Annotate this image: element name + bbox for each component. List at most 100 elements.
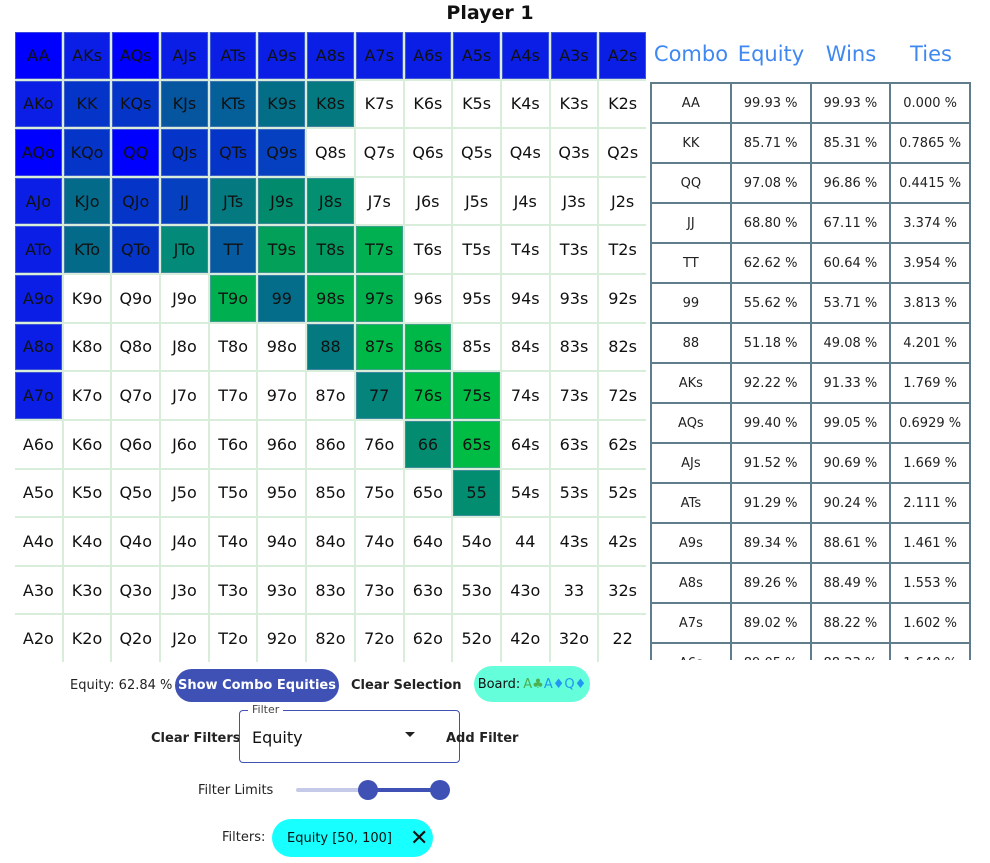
hand-cell-T2s[interactable]: T2s: [599, 226, 646, 274]
hand-cell-97s[interactable]: 97s: [355, 275, 403, 322]
hand-cell-63s[interactable]: 63s: [550, 420, 598, 468]
hand-cell-53o[interactable]: 53o: [453, 566, 500, 614]
hand-cell-33[interactable]: 33: [550, 566, 598, 614]
hand-cell-96o[interactable]: 96o: [258, 420, 306, 468]
hand-cell-J9o[interactable]: J9o: [161, 275, 208, 322]
hand-cell-64o[interactable]: 64o: [404, 518, 452, 565]
hand-cell-K7s[interactable]: K7s: [355, 80, 403, 128]
hand-cell-Q4o[interactable]: Q4o: [112, 518, 160, 565]
hand-cell-AJs[interactable]: AJs: [161, 32, 208, 79]
hand-cell-A2s[interactable]: A2s: [599, 32, 646, 79]
hand-cell-A2o[interactable]: A2o: [15, 615, 62, 662]
hand-cell-63o[interactable]: 63o: [404, 566, 452, 614]
hand-cell-T8o[interactable]: T8o: [209, 323, 257, 371]
hand-cell-AQs[interactable]: AQs: [112, 32, 160, 79]
hand-cell-74s[interactable]: 74s: [501, 372, 549, 419]
hand-cell-T2o[interactable]: T2o: [209, 615, 257, 662]
hand-cell-K4s[interactable]: K4s: [501, 80, 549, 128]
hand-cell-Q5o[interactable]: Q5o: [112, 469, 160, 517]
hand-cell-QQ[interactable]: QQ: [112, 129, 160, 176]
hand-cell-A8s[interactable]: A8s: [307, 32, 354, 79]
hand-cell-84o[interactable]: 84o: [307, 518, 354, 565]
hand-cell-74o[interactable]: 74o: [355, 518, 403, 565]
hand-cell-93o[interactable]: 93o: [258, 566, 306, 614]
hand-cell-86o[interactable]: 86o: [307, 420, 354, 468]
hand-cell-JTo[interactable]: JTo: [161, 226, 208, 274]
hand-cell-J5o[interactable]: J5o: [161, 469, 208, 517]
hand-cell-JTs[interactable]: JTs: [209, 177, 257, 225]
show-combo-equities-button[interactable]: Show Combo Equities: [175, 669, 339, 702]
hand-cell-87o[interactable]: 87o: [307, 372, 354, 419]
hand-cell-J7o[interactable]: J7o: [161, 372, 208, 419]
hand-cell-KQs[interactable]: KQs: [112, 80, 160, 128]
hand-cell-K8s[interactable]: K8s: [307, 80, 354, 128]
hand-cell-A7o[interactable]: A7o: [15, 372, 62, 419]
hand-cell-J5s[interactable]: J5s: [453, 177, 500, 225]
hand-cell-87s[interactable]: 87s: [355, 323, 403, 371]
hand-cell-93s[interactable]: 93s: [550, 275, 598, 322]
hand-cell-Q2o[interactable]: Q2o: [112, 615, 160, 662]
hand-cell-32o[interactable]: 32o: [550, 615, 598, 662]
hand-cell-43o[interactable]: 43o: [501, 566, 549, 614]
hand-cell-86s[interactable]: 86s: [404, 323, 452, 371]
hand-cell-A7s[interactable]: A7s: [355, 32, 403, 79]
hand-cell-95s[interactable]: 95s: [453, 275, 500, 322]
hand-cell-75o[interactable]: 75o: [355, 469, 403, 517]
hand-cell-72o[interactable]: 72o: [355, 615, 403, 662]
hand-cell-85o[interactable]: 85o: [307, 469, 354, 517]
hand-cell-K2o[interactable]: K2o: [63, 615, 111, 662]
hand-cell-88[interactable]: 88: [307, 323, 354, 371]
hand-cell-96s[interactable]: 96s: [404, 275, 452, 322]
hand-cell-32s[interactable]: 32s: [599, 566, 646, 614]
hand-cell-J3o[interactable]: J3o: [161, 566, 208, 614]
hand-cell-K6o[interactable]: K6o: [63, 420, 111, 468]
hand-cell-J6o[interactable]: J6o: [161, 420, 208, 468]
slider-thumb-high[interactable]: [430, 780, 450, 800]
hand-cell-KQo[interactable]: KQo: [63, 129, 111, 176]
hand-cell-A9o[interactable]: A9o: [15, 275, 62, 322]
hand-cell-AQo[interactable]: AQo: [15, 129, 62, 176]
hand-cell-QJs[interactable]: QJs: [161, 129, 208, 176]
hand-cell-A8o[interactable]: A8o: [15, 323, 62, 371]
hand-cell-A9s[interactable]: A9s: [258, 32, 306, 79]
hand-cell-64s[interactable]: 64s: [501, 420, 549, 468]
hand-cell-Q5s[interactable]: Q5s: [453, 129, 500, 176]
hand-cell-A6o[interactable]: A6o: [15, 420, 62, 468]
hand-cell-ATo[interactable]: ATo: [15, 226, 62, 274]
hand-cell-92s[interactable]: 92s: [599, 275, 646, 322]
hand-cell-K6s[interactable]: K6s: [404, 80, 452, 128]
hand-cell-82s[interactable]: 82s: [599, 323, 646, 371]
hand-cell-KJs[interactable]: KJs: [161, 80, 208, 128]
hand-cell-K8o[interactable]: K8o: [63, 323, 111, 371]
add-filter-button[interactable]: Add Filter: [446, 731, 519, 746]
hand-cell-ATs[interactable]: ATs: [209, 32, 257, 79]
hand-cell-K5s[interactable]: K5s: [453, 80, 500, 128]
hand-cell-Q4s[interactable]: Q4s: [501, 129, 549, 176]
hand-cell-T5o[interactable]: T5o: [209, 469, 257, 517]
hand-cell-T3s[interactable]: T3s: [550, 226, 598, 274]
hand-cell-J7s[interactable]: J7s: [355, 177, 403, 225]
hand-cell-K3s[interactable]: K3s: [550, 80, 598, 128]
hand-cell-77[interactable]: 77: [355, 372, 403, 419]
hand-cell-KK[interactable]: KK: [63, 80, 111, 128]
hand-cell-T4o[interactable]: T4o: [209, 518, 257, 565]
hand-cell-KTo[interactable]: KTo: [63, 226, 111, 274]
hand-cell-Q6o[interactable]: Q6o: [112, 420, 160, 468]
hand-cell-Q3o[interactable]: Q3o: [112, 566, 160, 614]
hand-cell-J8o[interactable]: J8o: [161, 323, 208, 371]
hand-cell-Q6s[interactable]: Q6s: [404, 129, 452, 176]
hand-cell-A4o[interactable]: A4o: [15, 518, 62, 565]
hand-cell-43s[interactable]: 43s: [550, 518, 598, 565]
slider-thumb-low[interactable]: [358, 780, 378, 800]
hand-cell-QTo[interactable]: QTo: [112, 226, 160, 274]
hand-cell-53s[interactable]: 53s: [550, 469, 598, 517]
hand-cell-85s[interactable]: 85s: [453, 323, 500, 371]
hand-cell-52o[interactable]: 52o: [453, 615, 500, 662]
hand-cell-K9s[interactable]: K9s: [258, 80, 306, 128]
clear-selection-button[interactable]: Clear Selection: [351, 678, 462, 693]
hand-cell-T9s[interactable]: T9s: [258, 226, 306, 274]
hand-cell-Q8s[interactable]: Q8s: [307, 129, 354, 176]
hand-cell-QTs[interactable]: QTs: [209, 129, 257, 176]
hand-cell-62o[interactable]: 62o: [404, 615, 452, 662]
hand-cell-J4o[interactable]: J4o: [161, 518, 208, 565]
